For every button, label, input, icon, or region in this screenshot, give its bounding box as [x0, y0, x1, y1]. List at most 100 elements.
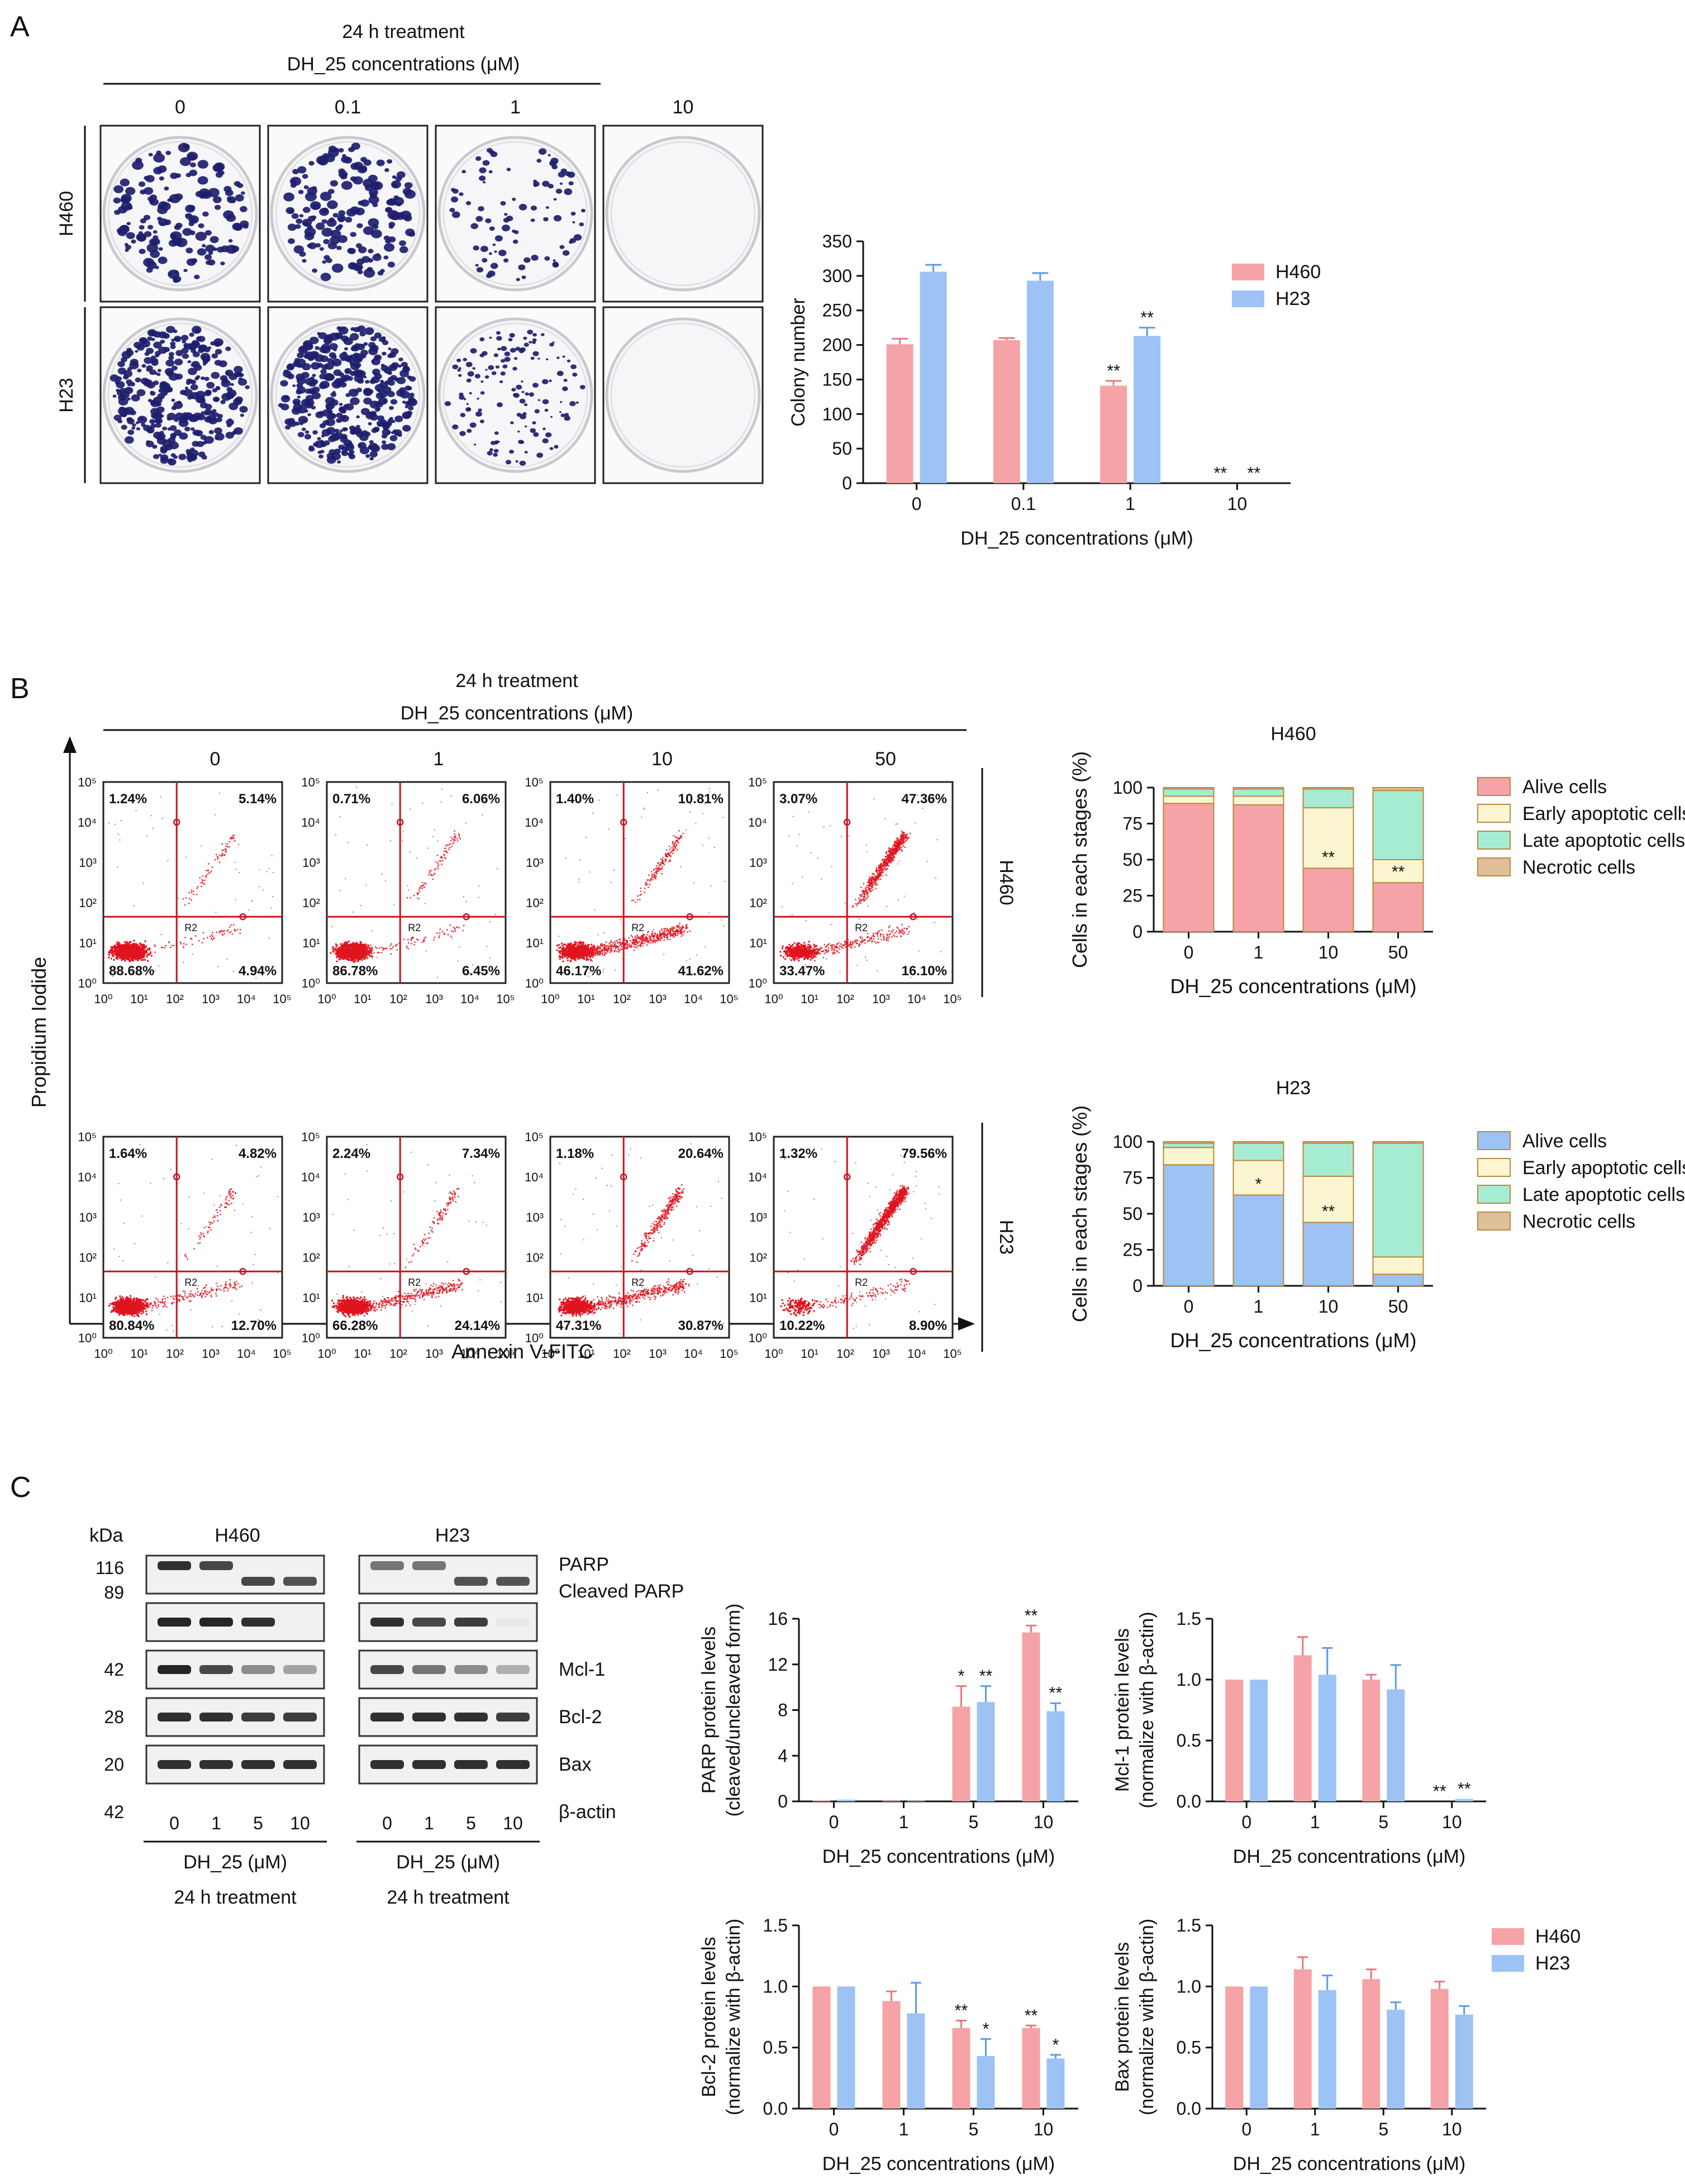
event-dot — [127, 950, 129, 952]
event-dot — [133, 940, 135, 942]
noise-dot — [251, 900, 253, 902]
colony-dot — [188, 345, 194, 350]
event-dot — [137, 957, 140, 959]
colony-dot — [510, 347, 516, 353]
colony-dot — [121, 357, 127, 363]
event-dot — [411, 943, 412, 945]
colony-dot — [514, 357, 518, 360]
colony-dot — [113, 414, 122, 421]
colony-dot — [387, 371, 392, 375]
event-dot — [130, 951, 132, 953]
event-dot — [446, 844, 448, 846]
event-dot — [563, 943, 565, 946]
colony-dot — [298, 346, 308, 354]
colony-dot — [204, 230, 212, 236]
event-dot — [121, 958, 123, 960]
event-dot — [457, 840, 459, 842]
colony-dot — [298, 189, 304, 194]
noise-dot — [339, 816, 341, 818]
colony-dot — [304, 232, 315, 241]
event-dot — [122, 954, 125, 956]
colony-dot — [491, 371, 497, 375]
colony-dot — [556, 370, 564, 376]
colony-dot — [239, 406, 248, 413]
event-dot — [111, 947, 113, 950]
event-dot — [114, 948, 116, 950]
colony-dot — [493, 353, 498, 357]
colony-dot — [559, 245, 565, 249]
colony-dot — [334, 428, 340, 433]
colony-dot — [402, 400, 406, 404]
colony-dot — [168, 240, 178, 247]
colony-dot — [240, 191, 245, 195]
event-dot — [120, 956, 122, 959]
colony-dot — [229, 373, 237, 380]
flow-plot: R21.40% 10.81%46.17% 41.62%10⁰10⁰10¹10¹10²… — [525, 775, 739, 1006]
colony-dot — [575, 401, 579, 404]
x-tick-label: 10⁵ — [273, 992, 292, 1006]
colony-dot — [529, 392, 535, 397]
event-dot — [454, 930, 456, 932]
event-dot — [396, 949, 398, 951]
event-dot — [335, 943, 337, 945]
event-dot — [234, 840, 236, 842]
colony-dot — [517, 430, 520, 433]
y-tick-label: 10⁴ — [78, 816, 97, 829]
colony-dot — [141, 364, 146, 368]
event-dot — [142, 956, 144, 959]
event-dot — [337, 948, 339, 950]
colony-dot — [124, 436, 134, 444]
colony-dot — [396, 376, 406, 384]
colony-dot — [227, 196, 232, 201]
event-dot — [336, 952, 337, 955]
colony-dot — [501, 359, 506, 363]
event-dot — [232, 924, 235, 926]
event-dot — [131, 945, 134, 947]
noise-dot — [478, 897, 479, 898]
event-dot — [358, 957, 360, 959]
colony-dot — [329, 449, 336, 455]
colony-dot — [485, 369, 488, 371]
x-tick-label: 0.1 — [1011, 494, 1036, 514]
colony-dot — [196, 336, 202, 341]
noise-dot — [139, 970, 140, 972]
colony-dot — [530, 428, 536, 433]
colony-dot — [175, 222, 183, 228]
colony-dot — [150, 400, 156, 406]
plate-dish-rim — [442, 322, 588, 468]
event-dot — [453, 926, 455, 928]
colony-dot — [206, 260, 212, 265]
event-dot — [339, 951, 341, 953]
flow-plot: R21.24% 5.14%88.68% 4.94%10⁰10⁰10¹10¹10²10… — [78, 775, 292, 1006]
x-tick-label: 10² — [389, 992, 407, 1006]
colony-dot — [211, 371, 220, 379]
colony-dot — [541, 379, 549, 384]
event-dot — [391, 943, 392, 945]
colony-dot — [363, 268, 375, 278]
colony-dot — [160, 340, 165, 344]
event-dot — [231, 837, 232, 840]
plate-dish — [437, 136, 593, 292]
event-dot — [118, 954, 120, 956]
colony-dot — [493, 452, 498, 457]
colony-dot — [534, 409, 540, 414]
noise-dot — [215, 814, 216, 816]
event-dot — [142, 946, 145, 948]
colony-dot — [368, 218, 379, 227]
colony-dot — [291, 407, 301, 415]
colony-dot — [377, 423, 382, 427]
colony-dot — [146, 243, 159, 253]
noise-dot — [371, 930, 373, 932]
colony-dot — [515, 346, 521, 351]
colony-dot — [479, 419, 484, 423]
colony-dot — [225, 346, 231, 351]
noise-dot — [218, 793, 220, 794]
colony-dot — [127, 430, 135, 435]
event-dot — [115, 946, 117, 948]
colony-dot — [524, 451, 528, 454]
event-dot — [202, 883, 204, 884]
colony-dot — [364, 327, 374, 335]
colony-dot — [388, 236, 396, 243]
significance-mark: ** — [1248, 464, 1261, 483]
